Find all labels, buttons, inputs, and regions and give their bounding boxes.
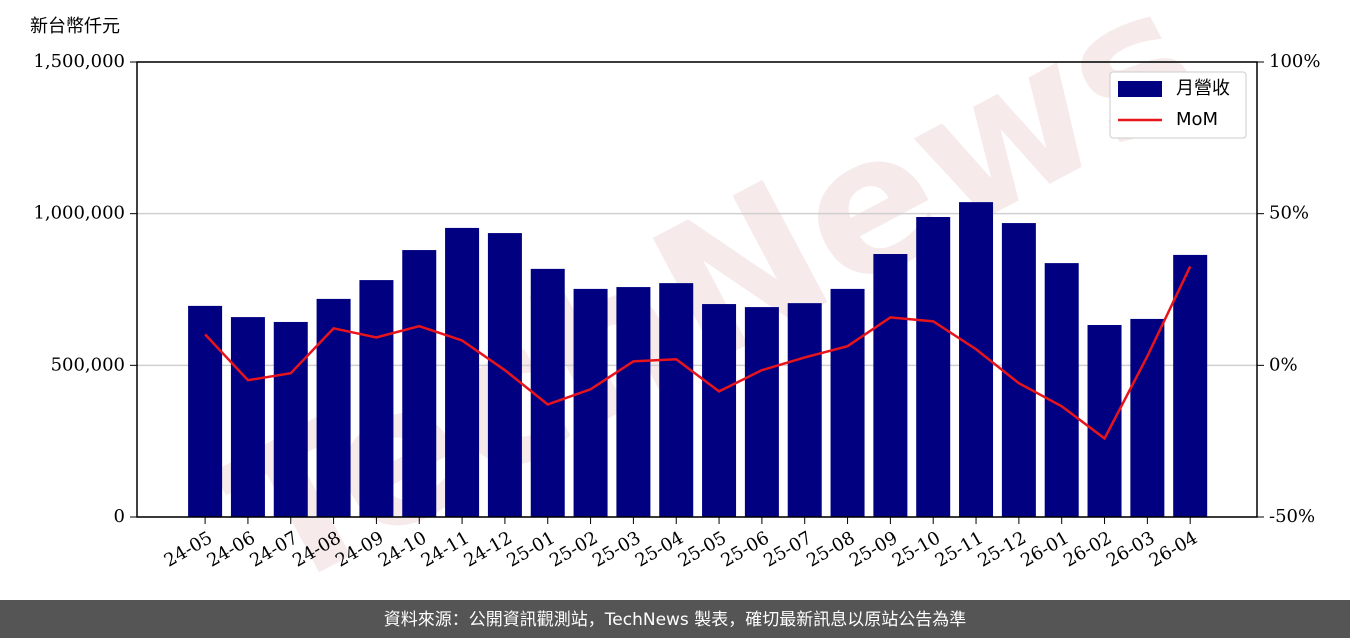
x-tick-label: 24-06	[203, 527, 258, 571]
legend-swatch	[1118, 81, 1162, 97]
y2-tick-label: 0%	[1269, 354, 1298, 375]
bar	[916, 217, 951, 517]
y2-tick-label: 100%	[1269, 51, 1320, 72]
x-tick-label: 25-07	[760, 527, 815, 571]
bar	[573, 288, 608, 517]
x-tick-label: 26-02	[1060, 527, 1115, 571]
bar	[1130, 318, 1165, 517]
y-tick-label: 1,000,000	[33, 203, 125, 224]
y2-tick-label: 50%	[1269, 203, 1309, 224]
x-tick-label: 25-08	[803, 527, 858, 571]
x-tick-label: 25-05	[675, 527, 730, 571]
y-tick-label: 0	[114, 506, 125, 527]
plot-frame	[136, 61, 1258, 518]
x-tick-label: 25-11	[932, 527, 987, 571]
bar	[873, 254, 908, 517]
x-tick-label: 25-04	[632, 527, 687, 571]
x-tick-label: 26-03	[1103, 527, 1158, 571]
bar	[1044, 263, 1079, 517]
x-tick-label: 26-01	[1017, 527, 1072, 571]
y-tick-label: 500,000	[51, 354, 125, 375]
bar	[1173, 254, 1208, 518]
bar	[1001, 223, 1036, 517]
bar	[530, 268, 565, 517]
bar	[659, 283, 694, 517]
y-axis-label: 新台幣仟元	[30, 16, 120, 37]
x-tick-label: 25-03	[589, 527, 644, 571]
bar	[230, 317, 265, 517]
legend-label: 月營收	[1176, 78, 1230, 99]
line	[204, 265, 1192, 441]
bar	[487, 233, 522, 517]
x-tick-label: 25-10	[889, 527, 944, 571]
bar	[830, 288, 865, 517]
bar	[402, 250, 437, 518]
bar	[744, 307, 779, 517]
bar	[616, 287, 651, 517]
footer-text: 資料來源：公開資訊觀測站，TechNews 製表，確切最新訊息以原站公告為準	[384, 610, 966, 630]
x-tick-label: 25-12	[974, 527, 1029, 571]
x-tick-label: 25-02	[546, 527, 601, 571]
x-tick-label: 25-06	[717, 527, 772, 571]
bar	[188, 305, 223, 517]
x-tick-label: 24-05	[161, 527, 216, 571]
bar	[316, 298, 351, 517]
footer-bar	[0, 600, 1350, 638]
x-tick-label: 26-04	[1146, 527, 1201, 571]
bar	[273, 321, 308, 517]
bar	[359, 280, 394, 517]
bar	[702, 304, 737, 517]
x-tick-label: 25-09	[846, 527, 901, 571]
bar	[445, 227, 480, 517]
y2-tick-label: -50%	[1269, 506, 1315, 527]
bar	[787, 303, 822, 517]
bar	[1087, 324, 1122, 517]
y-tick-label: 1,500,000	[33, 51, 125, 72]
legend-label: MoM	[1176, 109, 1218, 130]
x-tick-label: 25-01	[503, 527, 558, 571]
